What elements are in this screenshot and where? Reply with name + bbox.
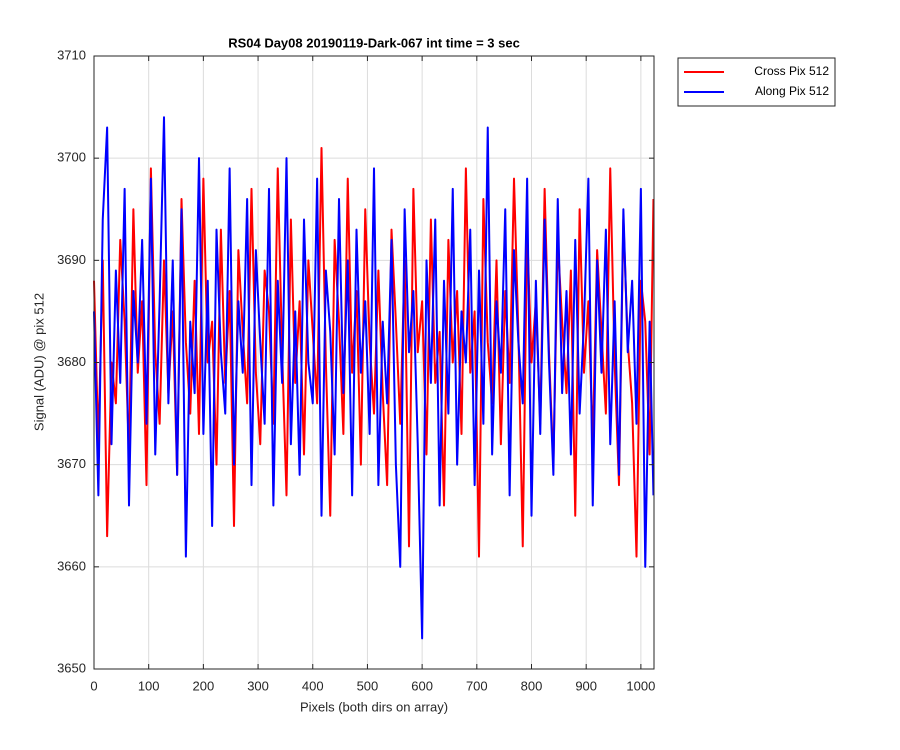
x-tick-label: 600 xyxy=(411,678,433,693)
legend: Cross Pix 512 Along Pix 512 xyxy=(677,57,836,107)
y-tick-label: 3670 xyxy=(57,456,86,471)
x-tick-label: 900 xyxy=(575,678,597,693)
legend-box xyxy=(677,57,836,107)
x-tick-label: 300 xyxy=(247,678,269,693)
x-tick-label: 200 xyxy=(193,678,215,693)
x-tick-label: 500 xyxy=(357,678,379,693)
y-tick-label: 3710 xyxy=(57,47,86,62)
ticks: 0 100 200 300 400 500 600 700 800 900 1000 3650 3660… xyxy=(57,47,655,693)
legend-label: Cross Pix 512 xyxy=(754,64,829,78)
series-line xyxy=(93,116,655,640)
x-tick-label: 700 xyxy=(466,678,488,693)
y-tick-label: 3660 xyxy=(57,558,86,573)
x-axis-label: Pixels (both dirs on array) xyxy=(300,699,448,714)
x-tick-label: 0 xyxy=(90,678,97,693)
y-tick-label: 3690 xyxy=(57,252,86,267)
y-tick-label: 3680 xyxy=(57,354,86,369)
x-tick-label: 800 xyxy=(521,678,543,693)
x-tick-label: 100 xyxy=(138,678,160,693)
x-tick-label: 1000 xyxy=(626,678,655,693)
lines xyxy=(93,116,655,640)
y-tick-label: 3650 xyxy=(57,660,86,675)
x-tick-label: 400 xyxy=(302,678,324,693)
y-axis-label: Signal (ADU) @ pix 512 xyxy=(31,293,46,431)
y-tick-label: 3700 xyxy=(57,150,86,165)
chart-title: RS04 Day08 20190119-Dark-067 int time = … xyxy=(228,35,520,50)
legend-label: Along Pix 512 xyxy=(755,84,829,98)
